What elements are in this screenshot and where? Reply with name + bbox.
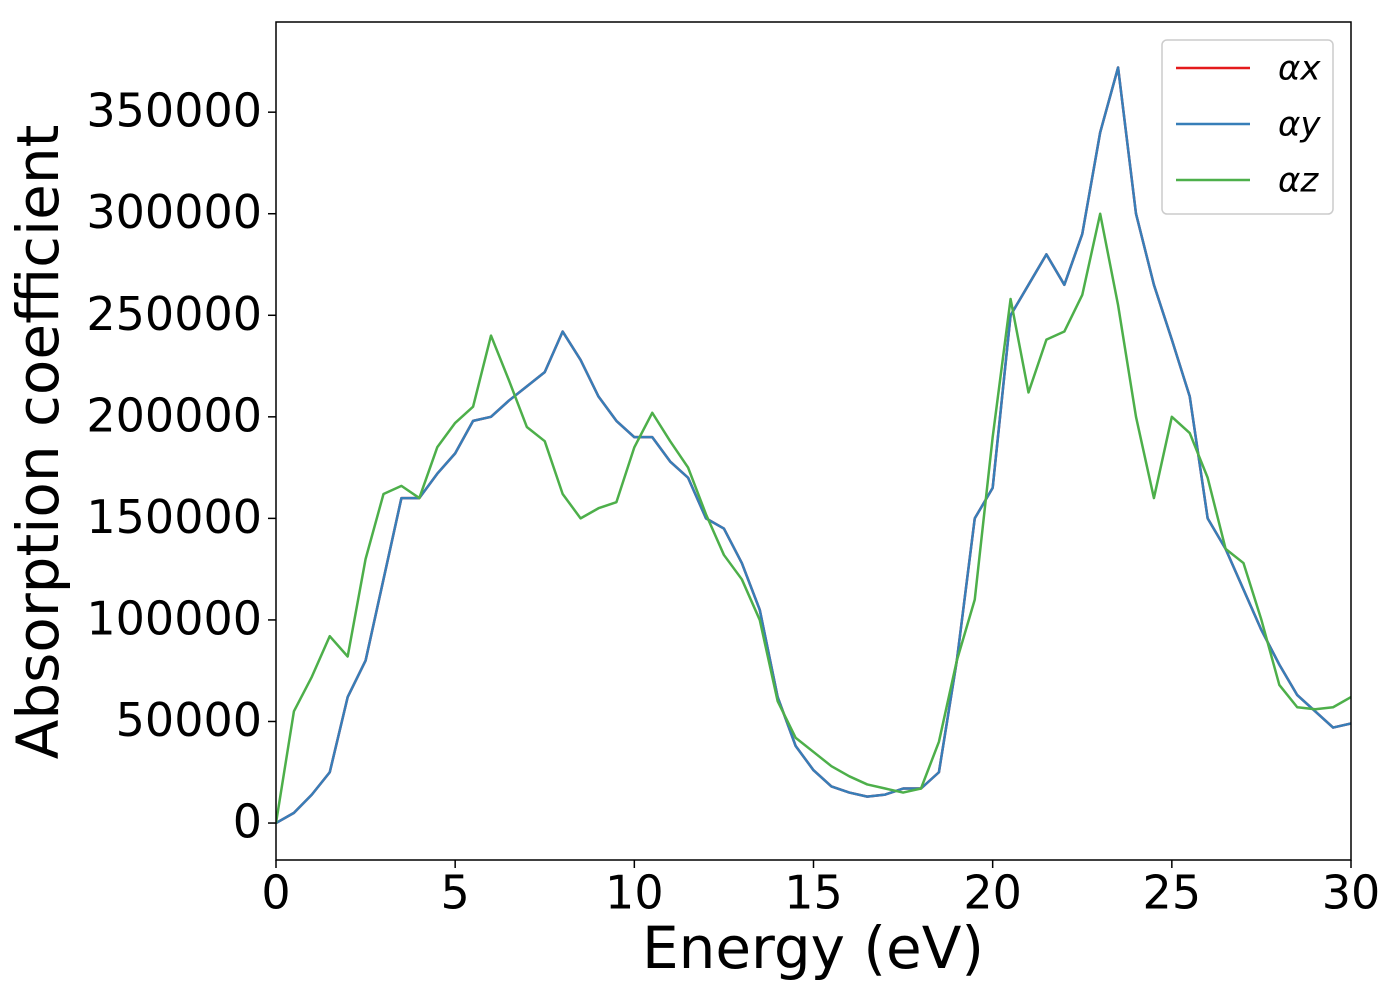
x-tick-label: 5 [441, 866, 470, 920]
x-tick-label: 0 [261, 866, 290, 920]
data-line [276, 66, 1351, 825]
plot-frame [275, 21, 1352, 861]
y-tick-label: 100000 [86, 591, 262, 645]
x-tick-label: 25 [1143, 866, 1202, 920]
y-axis-label: Absorption coefficient [4, 125, 72, 760]
x-tick-label: 20 [963, 866, 1022, 920]
y-tick-label: 0 [233, 795, 262, 849]
legend-label: αx [1278, 49, 1321, 89]
x-tick-label: 10 [605, 866, 664, 920]
legend-label: αz [1278, 161, 1319, 201]
legend-box [1161, 39, 1334, 215]
y-tick-label: 350000 [86, 84, 262, 138]
x-axis-label: Energy (eV) [642, 914, 984, 982]
y-tick-label: 250000 [86, 287, 262, 341]
x-tick-label: 30 [1322, 866, 1381, 920]
y-tick-label: 300000 [86, 185, 262, 239]
data-line [276, 212, 1351, 824]
y-tick-label: 50000 [116, 693, 262, 747]
legend-label: αy [1278, 105, 1321, 145]
y-tick-label: 150000 [86, 490, 262, 544]
y-tick-label: 200000 [86, 388, 262, 442]
x-tick-label: 15 [784, 866, 843, 920]
